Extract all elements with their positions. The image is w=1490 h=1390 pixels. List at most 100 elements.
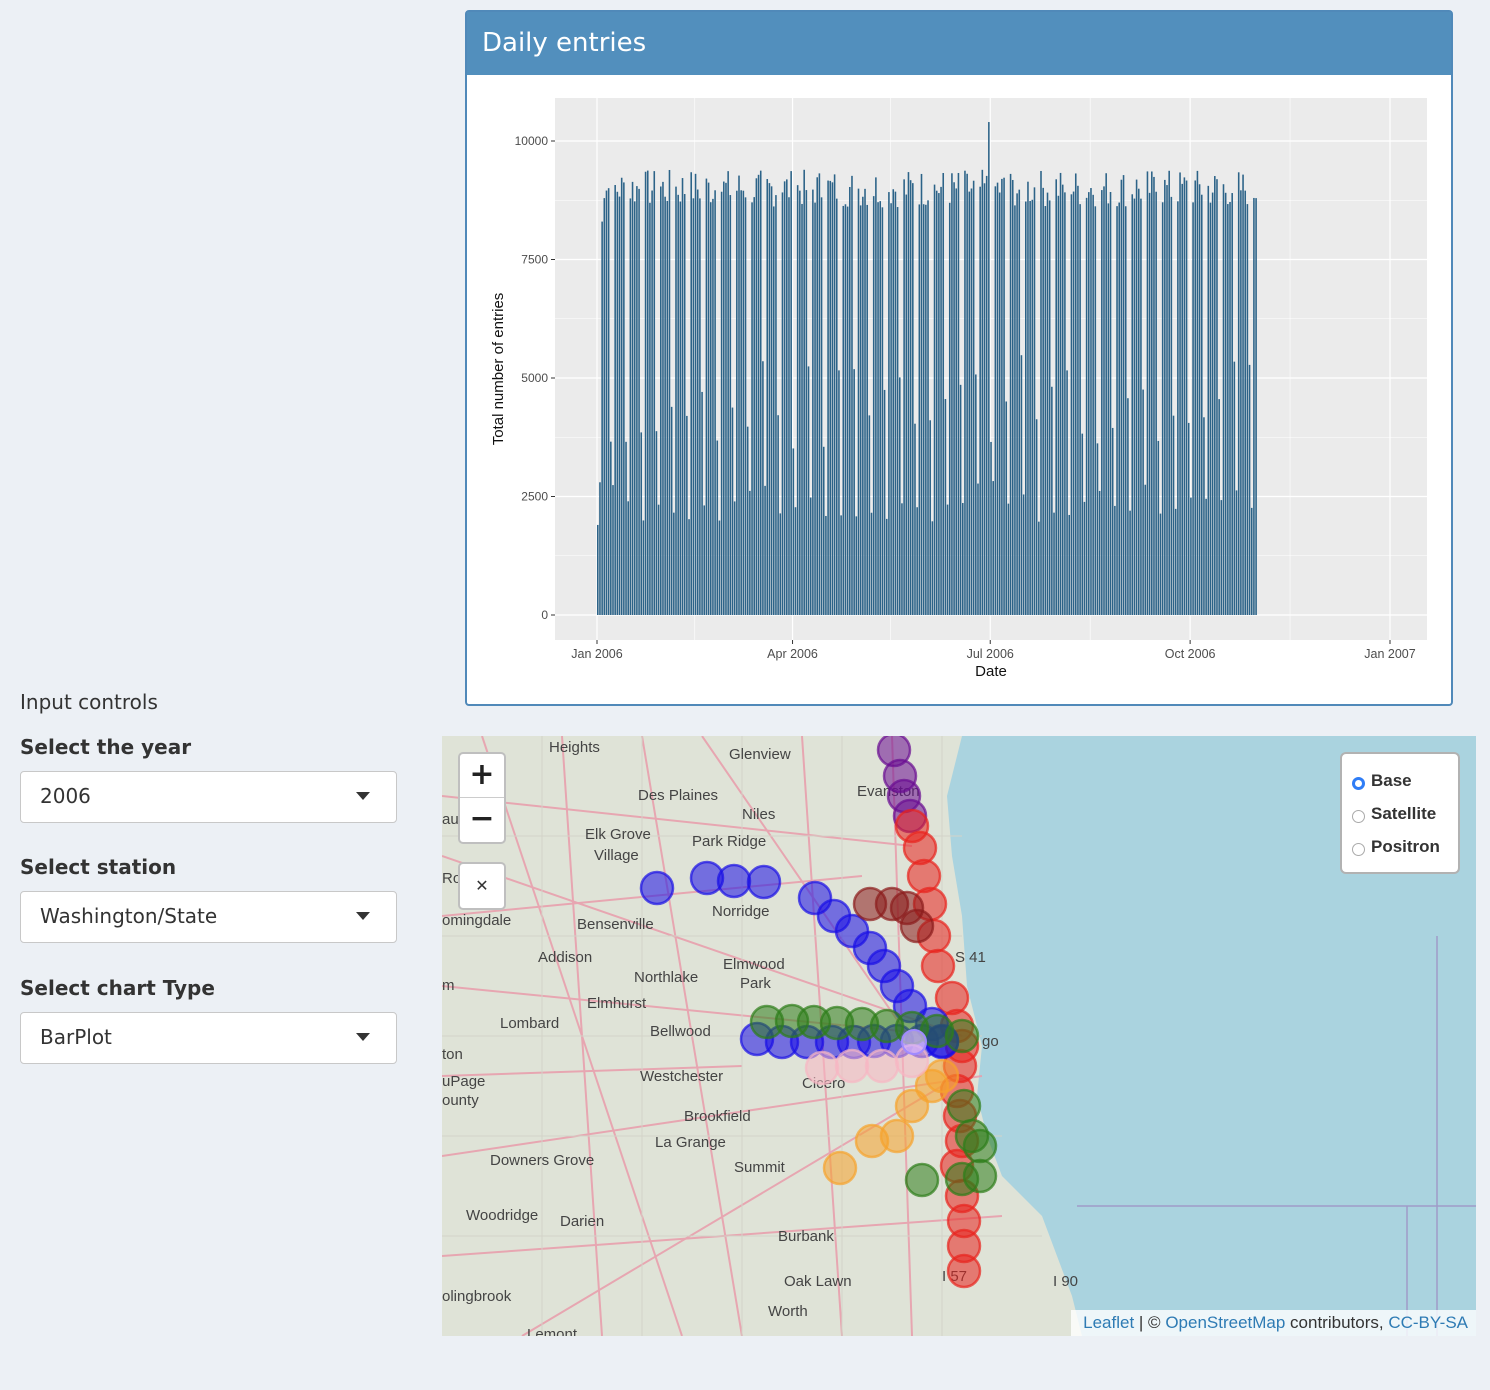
bar: [1218, 399, 1220, 615]
bar: [694, 173, 697, 615]
bar: [1231, 193, 1233, 615]
bar: [1029, 200, 1031, 615]
x-tick-label: Jul 2006: [967, 647, 1014, 661]
layer-control[interactable]: Base Satellite Positron: [1340, 752, 1460, 874]
station-marker[interactable]: [899, 908, 935, 944]
radio-selected-icon[interactable]: [1352, 777, 1365, 790]
bar: [779, 513, 782, 615]
bar-chart: 0 2500 5000 7500 10000 Jan 2006 Apr 2006 Jul 20…: [490, 98, 1427, 680]
bar: [1035, 419, 1038, 615]
bar: [1224, 192, 1227, 615]
layer-base[interactable]: Base: [1352, 764, 1458, 797]
layer-positron[interactable]: Positron: [1352, 830, 1458, 863]
bar: [781, 192, 784, 615]
bar: [1090, 188, 1092, 615]
place-label: Lemont: [527, 1326, 578, 1336]
bar: [1146, 171, 1149, 615]
station-marker[interactable]: [944, 1161, 980, 1197]
station-marker[interactable]: [962, 1128, 998, 1164]
station-marker[interactable]: [716, 863, 752, 899]
station-marker[interactable]: [834, 1048, 870, 1084]
selected-station-marker[interactable]: [901, 1029, 927, 1055]
bar: [1222, 184, 1225, 616]
x-axis-label: Date: [975, 663, 1007, 680]
bar: [1051, 386, 1053, 615]
license-link[interactable]: CC-BY-SA: [1388, 1313, 1468, 1332]
bar: [1127, 398, 1129, 615]
bar: [605, 190, 608, 616]
bar: [703, 505, 706, 615]
osm-link[interactable]: OpenStreetMap: [1165, 1313, 1286, 1332]
x-tick-label: Jan 2006: [571, 647, 622, 661]
bar: [1220, 500, 1223, 615]
station-marker[interactable]: [902, 830, 938, 866]
station-marker[interactable]: [944, 1018, 980, 1054]
station-label: Select station: [20, 855, 177, 879]
reset-view-icon[interactable]: ✕: [458, 862, 506, 910]
place-label: omingdale: [442, 912, 511, 929]
station-marker[interactable]: [864, 1048, 900, 1084]
chart-type-select[interactable]: BarPlot: [20, 1012, 397, 1064]
bar: [916, 507, 918, 615]
bar: [683, 194, 686, 615]
bar: [1048, 200, 1051, 615]
layer-satellite[interactable]: Satellite: [1352, 797, 1458, 830]
bar: [827, 180, 829, 615]
bar: [696, 189, 699, 616]
station-marker[interactable]: [906, 858, 942, 894]
bar: [1244, 190, 1247, 615]
station-marker[interactable]: [804, 1050, 840, 1086]
year-select[interactable]: 2006: [20, 771, 397, 823]
station-marker[interactable]: [879, 1118, 915, 1154]
bar: [755, 178, 758, 615]
bar: [599, 482, 601, 615]
bar: [812, 189, 814, 615]
bar: [872, 196, 875, 615]
bar: [662, 181, 664, 615]
zoom-out-button[interactable]: −: [469, 801, 495, 836]
station-markers[interactable]: [639, 736, 998, 1289]
layer-label: Positron: [1371, 836, 1440, 856]
station-marker[interactable]: [920, 948, 956, 984]
bar: [610, 441, 612, 615]
zoom-in-button[interactable]: +: [460, 754, 504, 798]
place-label: Heights: [549, 739, 600, 756]
bar: [888, 192, 890, 615]
bar: [625, 441, 627, 615]
bar: [951, 173, 953, 616]
station-select[interactable]: Washington/State: [20, 891, 397, 943]
bar: [818, 173, 821, 615]
bar: [1190, 497, 1192, 615]
bar: [633, 201, 636, 615]
place-label: Summit: [734, 1159, 786, 1176]
leaflet-link[interactable]: Leaflet: [1083, 1313, 1135, 1332]
bar: [1092, 194, 1094, 615]
station-marker[interactable]: [946, 1253, 982, 1289]
station-marker[interactable]: [822, 1150, 858, 1186]
radio-icon[interactable]: [1352, 810, 1365, 823]
station-marker[interactable]: [639, 870, 675, 906]
bar: [714, 190, 716, 615]
station-marker[interactable]: [946, 1088, 982, 1124]
bar: [1183, 177, 1186, 615]
bar: [948, 202, 951, 615]
controls-title: Input controls: [20, 690, 158, 714]
station-marker[interactable]: [924, 1058, 960, 1094]
bar: [912, 183, 914, 615]
station-marker[interactable]: [904, 1162, 940, 1198]
attrib-text: contributors,: [1285, 1313, 1389, 1332]
station-marker[interactable]: [746, 864, 782, 900]
bar: [1022, 494, 1025, 615]
bar: [1005, 401, 1008, 615]
bar: [759, 170, 762, 615]
zoom-control[interactable]: + −: [458, 752, 506, 844]
radio-icon[interactable]: [1352, 843, 1365, 856]
bar: [968, 191, 971, 615]
bar: [1072, 191, 1075, 615]
bar: [922, 204, 925, 615]
bar: [807, 366, 810, 615]
bar: [914, 423, 916, 615]
